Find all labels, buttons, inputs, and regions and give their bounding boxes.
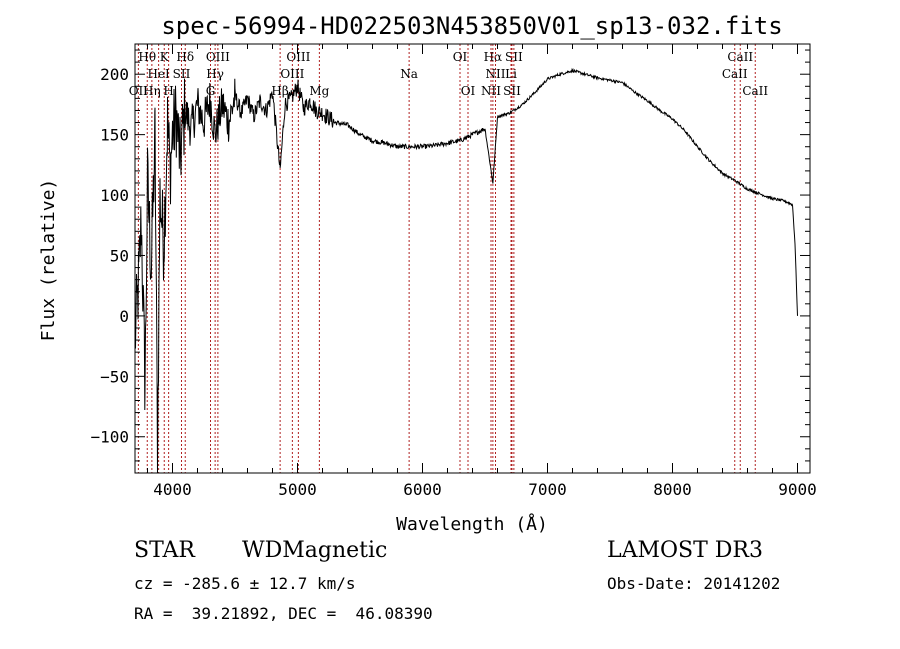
line-marker-label: OII	[129, 84, 149, 98]
y-tick-label: 0	[119, 307, 129, 326]
survey-label: LAMOST DR3	[607, 538, 763, 563]
line-marker-label: OI	[453, 50, 468, 64]
coordinates: RA = 39.21892, DEC = 46.08390	[134, 604, 433, 623]
line-marker-label: Hβ	[271, 84, 288, 98]
y-tick-label: 50	[110, 246, 129, 265]
line-marker-label: OIII	[286, 50, 310, 64]
line-marker-label: HeI	[147, 67, 170, 81]
line-marker-label: Na	[400, 67, 418, 81]
line-marker-label: Hθ	[138, 50, 156, 64]
x-tick-label: 8000	[653, 480, 692, 499]
x-tick-label: 5000	[278, 480, 317, 499]
line-marker-label: Hδ	[176, 50, 194, 64]
flux-series-line	[134, 67, 798, 474]
line-marker-label: CaII	[722, 67, 748, 81]
y-tick-label: 100	[100, 186, 129, 205]
subclass-label: WDMagnetic	[242, 538, 388, 563]
y-tick-label: −50	[100, 367, 129, 386]
line-marker-label: Li	[505, 67, 517, 81]
line-marker-label: NII	[481, 84, 501, 98]
line-marker-label: CaII	[727, 50, 753, 64]
line-marker-label: OIII	[280, 67, 304, 81]
line-marker-label: SII	[505, 50, 523, 64]
y-axis-label: Flux (relative)	[38, 179, 59, 342]
line-marker-label: K	[160, 50, 170, 64]
y-tick-label: −100	[90, 428, 129, 447]
chart-title: spec-56994-HD022503N453850V01_sp13-032.f…	[161, 12, 782, 40]
line-marker-label: OI	[461, 84, 476, 98]
x-tick-label: 6000	[403, 480, 442, 499]
axes: 4000 5000 6000 7000 8000 9000 −100 −50 0 50 100 150…	[90, 43, 817, 499]
line-marker-label: SII	[173, 67, 191, 81]
line-marker-label: OIII	[206, 50, 230, 64]
obs-date: Obs-Date: 20141202	[607, 574, 781, 593]
line-marker-label: CaII	[742, 84, 768, 98]
line-marker-label: H	[163, 84, 173, 98]
class-label: STAR	[134, 538, 195, 563]
line-marker-label: G	[206, 84, 216, 98]
x-tick-label: 7000	[528, 480, 567, 499]
cz-readout: cz = -285.6 ± 12.7 km/s	[134, 574, 356, 593]
x-axis-label: Wavelength (Å)	[396, 513, 548, 535]
line-marker-label: Hα	[484, 50, 503, 64]
x-tick-label: 4000	[153, 480, 192, 499]
line-marker-label: Hη	[143, 84, 161, 98]
y-tick-label: 200	[100, 65, 129, 84]
line-marker-label: Hγ	[206, 67, 224, 81]
x-tick-label: 9000	[778, 480, 817, 499]
line-marker-label: SII	[503, 84, 521, 98]
y-tick-label: 150	[100, 126, 129, 145]
line-marker-label: Mg	[309, 84, 329, 98]
line-marker-label: NII	[486, 67, 506, 81]
plot-frame	[134, 43, 811, 474]
